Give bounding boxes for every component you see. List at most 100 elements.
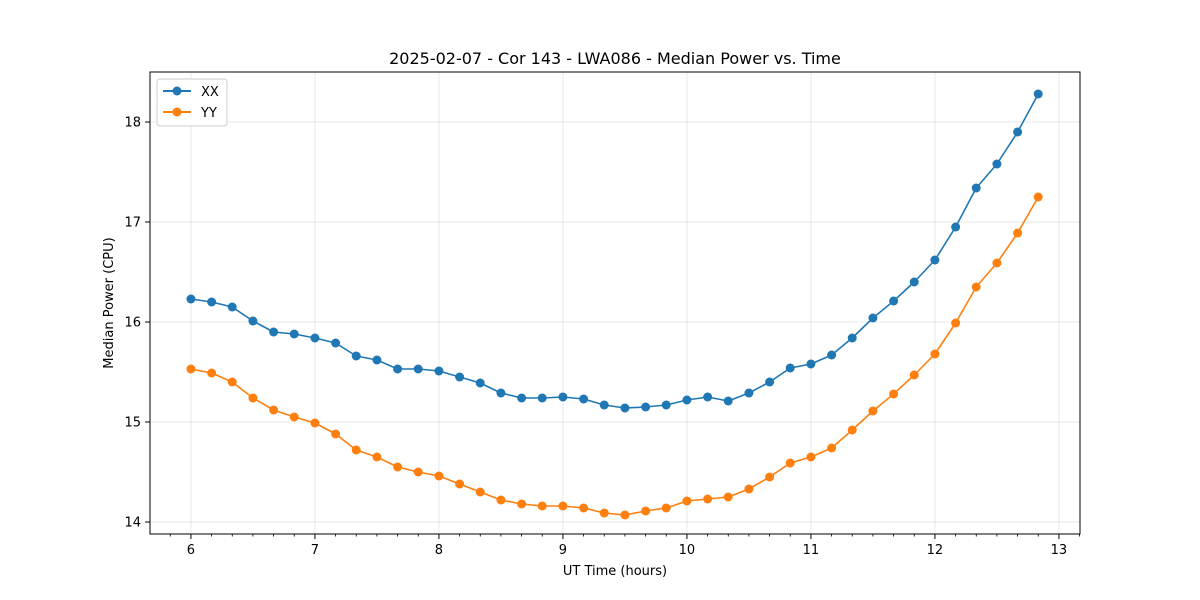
data-point-yy: [393, 463, 402, 472]
data-point-yy: [310, 419, 319, 428]
data-point-yy: [848, 426, 857, 435]
data-point-yy: [765, 473, 774, 482]
data-point-xx: [207, 298, 216, 307]
x-tick-label: 8: [435, 543, 443, 558]
y-tick-label: 15: [124, 416, 141, 431]
chart-title: 2025-02-07 - Cor 143 - LWA086 - Median P…: [389, 49, 841, 68]
y-tick-label: 16: [124, 316, 141, 331]
data-point-yy: [496, 496, 505, 505]
data-point-xx: [868, 314, 877, 323]
y-tick-label: 14: [124, 516, 141, 531]
data-point-xx: [393, 365, 402, 374]
data-point-xx: [269, 328, 278, 337]
data-point-yy: [372, 453, 381, 462]
data-point-yy: [331, 430, 340, 439]
data-point-yy: [558, 502, 567, 511]
data-point-xx: [579, 395, 588, 404]
data-point-yy: [682, 497, 691, 506]
data-point-xx: [434, 367, 443, 376]
data-point-xx: [765, 378, 774, 387]
data-point-xx: [476, 379, 485, 388]
x-tick-label: 13: [1051, 543, 1068, 558]
data-point-xx: [600, 401, 609, 410]
x-tick-label: 9: [559, 543, 567, 558]
data-point-xx: [972, 184, 981, 193]
data-point-xx: [744, 389, 753, 398]
data-point-yy: [414, 468, 423, 477]
data-point-yy: [889, 390, 898, 399]
data-point-yy: [269, 406, 278, 415]
data-point-yy: [228, 378, 237, 387]
data-point-yy: [186, 365, 195, 374]
data-point-yy: [992, 259, 1001, 268]
data-point-yy: [868, 407, 877, 416]
data-point-yy: [290, 413, 299, 422]
legend-label-xx: XX: [201, 85, 219, 100]
data-point-xx: [827, 351, 836, 360]
data-point-xx: [331, 339, 340, 348]
data-point-yy: [517, 500, 526, 509]
data-point-xx: [496, 389, 505, 398]
data-point-yy: [703, 495, 712, 504]
data-point-xx: [910, 278, 919, 287]
data-point-xx: [724, 397, 733, 406]
data-point-yy: [724, 493, 733, 502]
data-point-yy: [248, 394, 257, 403]
data-point-xx: [620, 404, 629, 413]
x-tick-label: 6: [187, 543, 195, 558]
data-point-xx: [703, 393, 712, 402]
legend-label-yy: YY: [200, 106, 217, 121]
data-point-xx: [992, 160, 1001, 169]
data-point-xx: [538, 394, 547, 403]
data-point-yy: [434, 472, 443, 481]
data-point-xx: [455, 373, 464, 382]
median-power-chart: 6 7 8 9 10 11 12 131415161718 2025-02-07 - Cor …: [0, 0, 1200, 600]
data-point-xx: [1013, 128, 1022, 137]
data-point-yy: [1034, 193, 1043, 202]
data-point-yy: [207, 369, 216, 378]
data-point-yy: [1013, 229, 1022, 238]
data-point-xx: [662, 401, 671, 410]
data-point-xx: [930, 256, 939, 265]
data-point-xx: [1034, 90, 1043, 99]
data-point-xx: [352, 352, 361, 361]
x-axis-title: UT Time (hours): [563, 564, 667, 579]
data-point-yy: [538, 502, 547, 511]
legend-marker-xx: [173, 87, 182, 96]
data-point-yy: [930, 350, 939, 359]
x-tick-label: 11: [803, 543, 820, 558]
y-tick-label: 18: [124, 116, 141, 131]
x-tick-label: 10: [679, 543, 696, 558]
data-point-xx: [806, 360, 815, 369]
data-point-yy: [827, 444, 836, 453]
data-point-yy: [641, 507, 650, 516]
data-point-yy: [352, 446, 361, 455]
data-point-yy: [786, 459, 795, 468]
data-point-xx: [290, 330, 299, 339]
data-point-yy: [744, 485, 753, 494]
x-tick-label: 12: [927, 543, 944, 558]
data-point-xx: [228, 303, 237, 312]
data-point-yy: [579, 504, 588, 513]
data-point-yy: [600, 509, 609, 518]
data-point-yy: [662, 504, 671, 513]
y-axis-title: Median Power (CPU): [102, 237, 117, 368]
data-point-xx: [641, 403, 650, 412]
data-point-xx: [889, 297, 898, 306]
data-point-yy: [455, 480, 464, 489]
data-point-xx: [414, 365, 423, 374]
legend-marker-yy: [173, 108, 182, 117]
data-point-yy: [806, 453, 815, 462]
legend: XX YY: [157, 79, 227, 126]
data-point-xx: [310, 334, 319, 343]
data-point-yy: [972, 283, 981, 292]
data-point-yy: [910, 371, 919, 380]
data-point-xx: [951, 223, 960, 232]
data-point-xx: [186, 295, 195, 304]
data-point-yy: [476, 488, 485, 497]
data-point-xx: [682, 396, 691, 405]
y-tick-label: 17: [124, 216, 141, 231]
data-point-xx: [248, 317, 257, 326]
data-point-xx: [848, 334, 857, 343]
data-point-xx: [558, 393, 567, 402]
